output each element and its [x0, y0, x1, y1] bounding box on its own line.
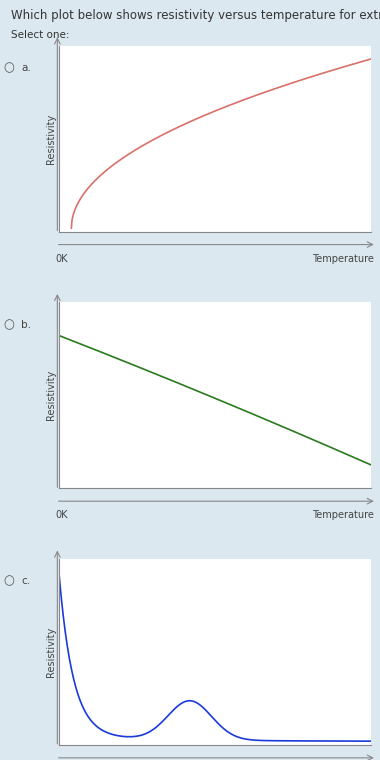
Y-axis label: Resistivity: Resistivity	[46, 113, 56, 163]
Text: ○: ○	[4, 62, 15, 74]
Y-axis label: Resistivity: Resistivity	[46, 627, 56, 677]
Text: ○: ○	[4, 575, 15, 587]
Text: 0K: 0K	[56, 511, 68, 521]
Text: c.: c.	[21, 576, 30, 586]
Text: Select one:: Select one:	[11, 30, 70, 40]
Text: Temperature: Temperature	[312, 254, 374, 264]
Text: b.: b.	[21, 319, 31, 330]
Text: Which plot below shows resistivity versus temperature for extrinsic n-type Silic: Which plot below shows resistivity versu…	[11, 9, 380, 22]
Y-axis label: Resistivity: Resistivity	[46, 370, 56, 420]
Text: Temperature: Temperature	[312, 511, 374, 521]
Text: a.: a.	[21, 63, 31, 73]
Text: ○: ○	[4, 318, 15, 331]
Text: 0K: 0K	[56, 254, 68, 264]
